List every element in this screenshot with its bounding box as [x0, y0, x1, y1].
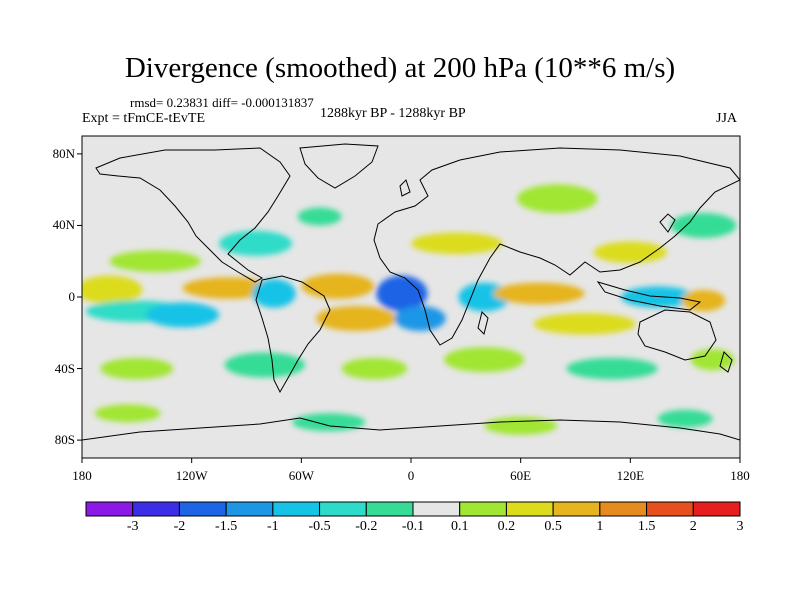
field-blob-21	[100, 357, 174, 380]
field-blob-25	[566, 357, 658, 380]
colorbar-label-1: -2	[173, 519, 186, 534]
lat-label-2: 0	[68, 289, 76, 304]
coastlines	[82, 143, 740, 441]
lon-label-0: 180	[72, 468, 92, 483]
coastline-south-america	[255, 275, 331, 394]
field-blob-28	[292, 413, 366, 432]
coastline-greenland	[299, 143, 379, 189]
colorbar-label-3: -1	[267, 519, 279, 534]
stats-text: rmsd= 0.23831 diff= -0.000131837	[130, 95, 314, 110]
lon-label-2: 60W	[288, 468, 314, 483]
coastline-eurasia-africa	[373, 147, 740, 346]
colorbar-swatch-0	[85, 501, 134, 517]
lon-label-4: 60E	[510, 468, 532, 483]
colorbar-label-2: -1.5	[215, 519, 238, 534]
colorbar-swatch-7	[412, 501, 461, 517]
colorbar-label-8: 0.2	[497, 519, 516, 534]
lon-label-6: 180	[730, 468, 750, 483]
lon-label-1: 120W	[175, 468, 208, 483]
experiment-label: Expt = tFmCE-tEvTE	[82, 111, 205, 126]
coastline-uk	[399, 179, 411, 197]
plot-title: Divergence (smoothed) at 200 hPa (10**6 …	[124, 52, 676, 84]
colorbar-label-11: 1.5	[637, 519, 656, 534]
field-blob-29	[484, 416, 558, 435]
field-blob-22	[224, 352, 305, 378]
coastline-indonesia	[596, 281, 702, 311]
field-blob-17	[411, 232, 503, 255]
coastline-japan	[659, 213, 676, 233]
coastline-madagascar	[477, 311, 489, 335]
lon-label-3: 0	[407, 468, 415, 483]
colorbar-label-13: 3	[736, 519, 744, 534]
lat-label-3: 40S	[54, 360, 75, 376]
field-blob-18	[517, 184, 598, 213]
colorbar-swatch-12	[646, 501, 694, 517]
season-label: JJA	[716, 111, 738, 126]
field-blob-20	[670, 212, 737, 238]
colorbar-swatch-10	[552, 501, 601, 517]
field-blob-8	[394, 305, 446, 331]
field-blob-3	[182, 277, 274, 299]
lat-label-1: 40N	[52, 217, 75, 233]
lat-label-4: 80S	[54, 432, 75, 448]
colorbar-swatch-3	[225, 501, 274, 517]
colorbar-swatch-11	[599, 501, 648, 517]
lon-label-5: 120E	[616, 468, 645, 483]
colorbar-swatch-9	[505, 501, 554, 517]
coastline-new-zealand	[719, 351, 733, 373]
field-blob-30	[657, 409, 713, 428]
colorbar-label-4: -0.5	[308, 519, 331, 534]
colorbar-label-6: -0.1	[401, 519, 425, 534]
field-blob-4	[251, 279, 296, 308]
field-blob-10	[493, 282, 585, 305]
coastline-australia	[637, 309, 717, 361]
colorbar-label-12: 2	[689, 519, 697, 534]
colorbar-label-10: 1	[596, 519, 604, 534]
colorbar-swatch-1	[132, 501, 180, 517]
colorbar-label-7: 0.1	[450, 519, 469, 534]
lat-label-0: 80N	[52, 145, 75, 161]
coastline-antarctica	[82, 417, 740, 441]
colorbar-label-9: 0.5	[544, 519, 562, 534]
colorbar	[85, 501, 741, 517]
field-blob-23	[341, 357, 408, 380]
colorbar-label-5: -0.2	[355, 519, 378, 534]
colorbar-swatch-4	[272, 501, 321, 517]
field-blob-0	[82, 275, 143, 305]
period-label: 1288kyr BP - 1288kyr BP	[320, 106, 466, 121]
field-blob-27	[94, 404, 161, 423]
field-blob-7	[376, 275, 428, 312]
field-blob-2	[145, 302, 220, 328]
colorbar-swatch-6	[365, 501, 414, 517]
colorbar-label-0: -3	[126, 519, 139, 534]
colorbar-swatch-13	[692, 501, 741, 517]
field-blob-15	[219, 230, 293, 256]
coastline-north-america	[95, 147, 291, 283]
colorbar-swatch-5	[319, 501, 367, 517]
field-blob-24	[443, 347, 525, 373]
field-blob-11	[533, 313, 636, 335]
field-blob-19	[593, 241, 667, 264]
axis-ticks	[77, 153, 741, 463]
field-blob-26	[690, 348, 735, 371]
colorbar-swatch-2	[178, 501, 227, 517]
field-blob-13	[681, 289, 726, 312]
divergence-field	[82, 184, 737, 435]
field-blob-16	[297, 207, 342, 226]
field-blob-14	[109, 250, 201, 272]
colorbar-swatch-8	[459, 501, 507, 517]
field-blob-6	[315, 305, 397, 331]
field-blob-5	[301, 273, 375, 299]
